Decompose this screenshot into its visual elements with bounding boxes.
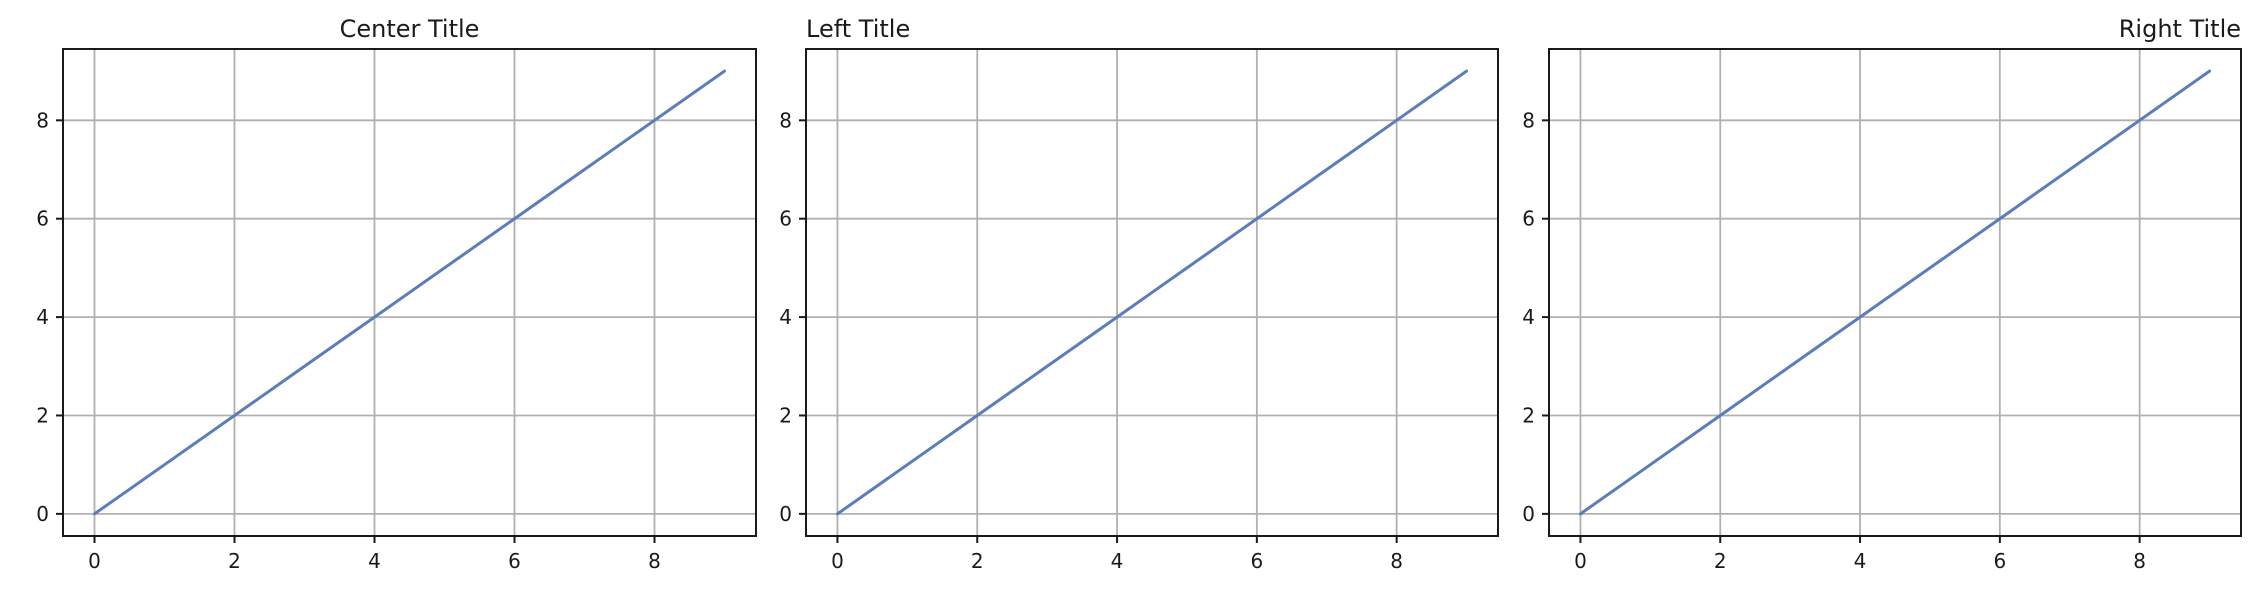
y-tick-label-3: 6 bbox=[779, 207, 792, 231]
x-tick-label-1: 2 bbox=[228, 549, 241, 573]
chart-title: Center Title bbox=[340, 15, 480, 43]
x-tick-label-3: 6 bbox=[1250, 549, 1263, 573]
series-line-0 bbox=[835, 69, 1469, 516]
y-tick-label-2: 4 bbox=[36, 305, 49, 329]
x-tick-label-0: 0 bbox=[831, 549, 844, 573]
x-tick-label-2: 4 bbox=[1111, 549, 1124, 573]
y-tick-label-1: 2 bbox=[779, 403, 792, 427]
chart-panel-1: 0 2 4 6 8 0 2 4 6 8 Left Title bbox=[779, 15, 1499, 573]
x-tick-label-4: 8 bbox=[648, 549, 661, 573]
axes-frame bbox=[805, 48, 1499, 537]
y-tick-label-3: 6 bbox=[36, 207, 49, 231]
x-tick-label-0: 0 bbox=[1574, 549, 1587, 573]
y-tick-label-2: 4 bbox=[1522, 305, 1535, 329]
series-line-0 bbox=[93, 69, 726, 516]
chart-title: Right Title bbox=[2119, 15, 2241, 43]
x-tick-label-0: 0 bbox=[88, 549, 101, 573]
y-tick-label-0: 0 bbox=[779, 502, 792, 526]
axes-frame bbox=[62, 48, 757, 537]
x-tick-label-4: 8 bbox=[1390, 549, 1403, 573]
y-tick-label-4: 8 bbox=[1522, 108, 1535, 132]
y-tick-label-1: 2 bbox=[36, 403, 49, 427]
y-tick-label-4: 8 bbox=[779, 108, 792, 132]
x-tick-label-2: 4 bbox=[1854, 549, 1867, 573]
x-tick-label-2: 4 bbox=[368, 549, 381, 573]
y-tick-label-4: 8 bbox=[36, 108, 49, 132]
x-tick-label-3: 6 bbox=[1993, 549, 2006, 573]
x-tick-label-1: 2 bbox=[1714, 549, 1727, 573]
y-tick-label-3: 6 bbox=[1522, 207, 1535, 231]
x-tick-label-3: 6 bbox=[508, 549, 521, 573]
chart-panel-2: 0 2 4 6 8 0 2 4 6 8 Right Title bbox=[1522, 15, 2242, 573]
y-tick-label-0: 0 bbox=[36, 502, 49, 526]
series-line-0 bbox=[1578, 69, 2212, 516]
y-tick-label-2: 4 bbox=[779, 305, 792, 329]
axes-frame bbox=[1548, 48, 2242, 537]
x-tick-label-1: 2 bbox=[971, 549, 984, 573]
x-tick-label-4: 8 bbox=[2133, 549, 2146, 573]
chart-title: Left Title bbox=[806, 15, 910, 43]
chart-panel-0: 0 2 4 6 8 0 2 4 6 8 Center Title bbox=[36, 15, 757, 573]
y-tick-label-0: 0 bbox=[1522, 502, 1535, 526]
y-tick-label-1: 2 bbox=[1522, 403, 1535, 427]
